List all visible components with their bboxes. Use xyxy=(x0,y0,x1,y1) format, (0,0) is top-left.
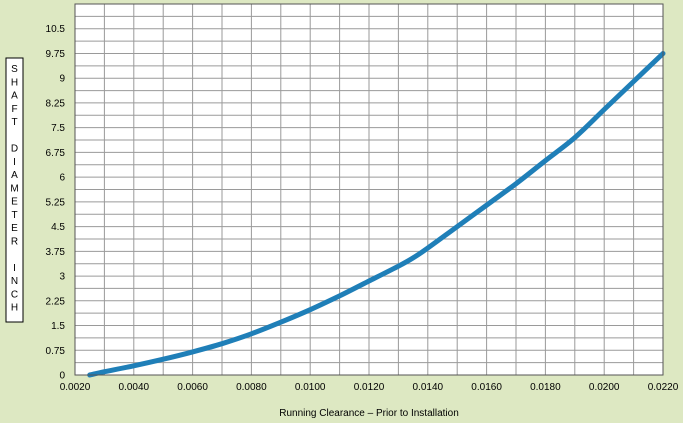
y-tick-label: 4.5 xyxy=(51,222,65,233)
x-tick-labels: 0.0020 0.0040 0.0060 0.0080 0.0100 0.0120 0.01… xyxy=(60,382,679,393)
y-tick-label: 0.75 xyxy=(46,346,66,357)
y-tick-labels: 0 0.75 1.5 2.25 3 3.75 4.5 5.25 6 6.75 7.5 8.25 9 9.7… xyxy=(46,24,66,381)
y-axis-title-letter: T xyxy=(11,210,17,221)
grid-lines xyxy=(75,4,663,375)
y-tick-label: 9.75 xyxy=(46,49,66,60)
y-tick-label: 0 xyxy=(59,371,65,382)
y-tick-label: 6.75 xyxy=(46,148,66,159)
y-tick-label: 3 xyxy=(59,272,65,283)
y-tick-label: 8.25 xyxy=(46,98,66,109)
y-axis-title-letter: I xyxy=(13,157,16,168)
x-tick-label: 0.0060 xyxy=(177,382,208,393)
x-tick-label: 0.0200 xyxy=(589,382,620,393)
y-axis-title-letter: H xyxy=(11,303,18,314)
plot-frame xyxy=(74,3,664,376)
y-axis-title-letter: E xyxy=(11,197,18,208)
y-axis-title-letter: N xyxy=(11,276,18,287)
y-tick-label: 7.5 xyxy=(51,123,65,134)
y-tick-label: 6 xyxy=(59,173,65,184)
y-axis-title-letter: H xyxy=(11,77,18,88)
series-layer xyxy=(87,51,666,378)
x-tick-label: 0.0180 xyxy=(530,382,561,393)
y-tick-label: 2.25 xyxy=(46,296,66,307)
y-axis-title-letter: R xyxy=(11,236,18,247)
x-tick-label: 0.0160 xyxy=(471,382,502,393)
y-axis-title-letter: A xyxy=(11,170,18,181)
x-tick-label: 0.0040 xyxy=(119,382,150,393)
x-tick-label: 0.0120 xyxy=(354,382,385,393)
x-tick-label: 0.0100 xyxy=(295,382,326,393)
series-line xyxy=(87,51,666,378)
x-tick-label: 0.0020 xyxy=(60,382,91,393)
y-tick-label: 1.5 xyxy=(51,321,65,332)
x-axis-title: Running Clearance – Prior to Installatio… xyxy=(279,408,459,419)
y-tick-label: 5.25 xyxy=(46,197,66,208)
y-axis-title-letter: I xyxy=(13,263,16,274)
x-tick-label: 0.0140 xyxy=(413,382,444,393)
y-axis-title-letter: T xyxy=(11,117,17,128)
y-axis-title-letter: E xyxy=(11,223,18,234)
y-tick-label: 3.75 xyxy=(46,247,66,258)
y-tick-label: 10.5 xyxy=(46,24,66,35)
x-tick-label: 0.0080 xyxy=(236,382,267,393)
y-axis-title-letter: S xyxy=(11,64,18,75)
y-axis-title-letter: C xyxy=(11,289,18,300)
plot-border xyxy=(74,3,664,376)
y-axis-title-letter: A xyxy=(11,91,18,102)
y-axis-title-letter: F xyxy=(11,104,17,115)
y-axis-title-box xyxy=(5,57,24,323)
y-axis-title-letter: M xyxy=(10,183,18,194)
y-axis-title-letter: D xyxy=(11,144,18,155)
y-tick-label: 9 xyxy=(59,74,65,85)
x-tick-label: 0.0220 xyxy=(648,382,679,393)
